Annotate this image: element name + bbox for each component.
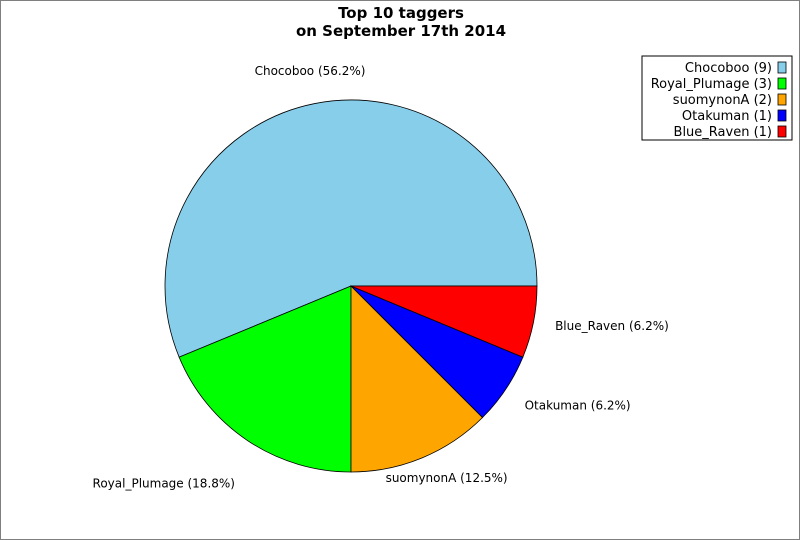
legend-swatch-suomynona (777, 93, 787, 106)
pie-slice-blue-raven (350, 285, 538, 358)
legend-swatch-royal-plumage (777, 77, 787, 90)
legend-label-chocoboo: Chocoboo (9) (685, 61, 772, 76)
slice-label-otakuman: Otakuman (6.2%) (525, 398, 631, 412)
legend-swatch-otakuman (777, 109, 787, 122)
legend-swatch-blue-raven (777, 125, 787, 138)
slice-label-suomynona: suomynonA (12.5%) (386, 471, 508, 485)
pie-slice-suomynona (350, 285, 484, 473)
legend-label-royal-plumage: Royal_Plumage (3) (651, 77, 772, 92)
slice-label-chocoboo: Chocoboo (56.2%) (255, 64, 366, 78)
pie-slice-chocoboo (164, 99, 538, 358)
legend-box (641, 55, 793, 141)
legend-label-blue-raven: Blue_Raven (1) (674, 125, 772, 140)
legend: Chocoboo (9)Royal_Plumage (3)suomynonA (… (641, 55, 793, 141)
legend-label-suomynona: suomynonA (2) (673, 93, 772, 108)
slice-labels: Chocoboo (56.2%) Royal_Plumage (18.8%) suo… (93, 64, 669, 491)
pie-slice-royal-plumage (178, 285, 352, 473)
legend-label-otakuman: Otakuman (1) (682, 109, 772, 124)
legend-swatch-chocoboo (777, 61, 787, 74)
chart-subtitle: on September 17th 2014 (296, 22, 506, 40)
slice-label-blue-raven: Blue_Raven (6.2%) (555, 319, 669, 333)
pie-slices (164, 99, 538, 473)
chart-title: Top 10 taggers (338, 4, 464, 22)
slice-label-royal-plumage: Royal_Plumage (18.8%) (93, 477, 235, 491)
